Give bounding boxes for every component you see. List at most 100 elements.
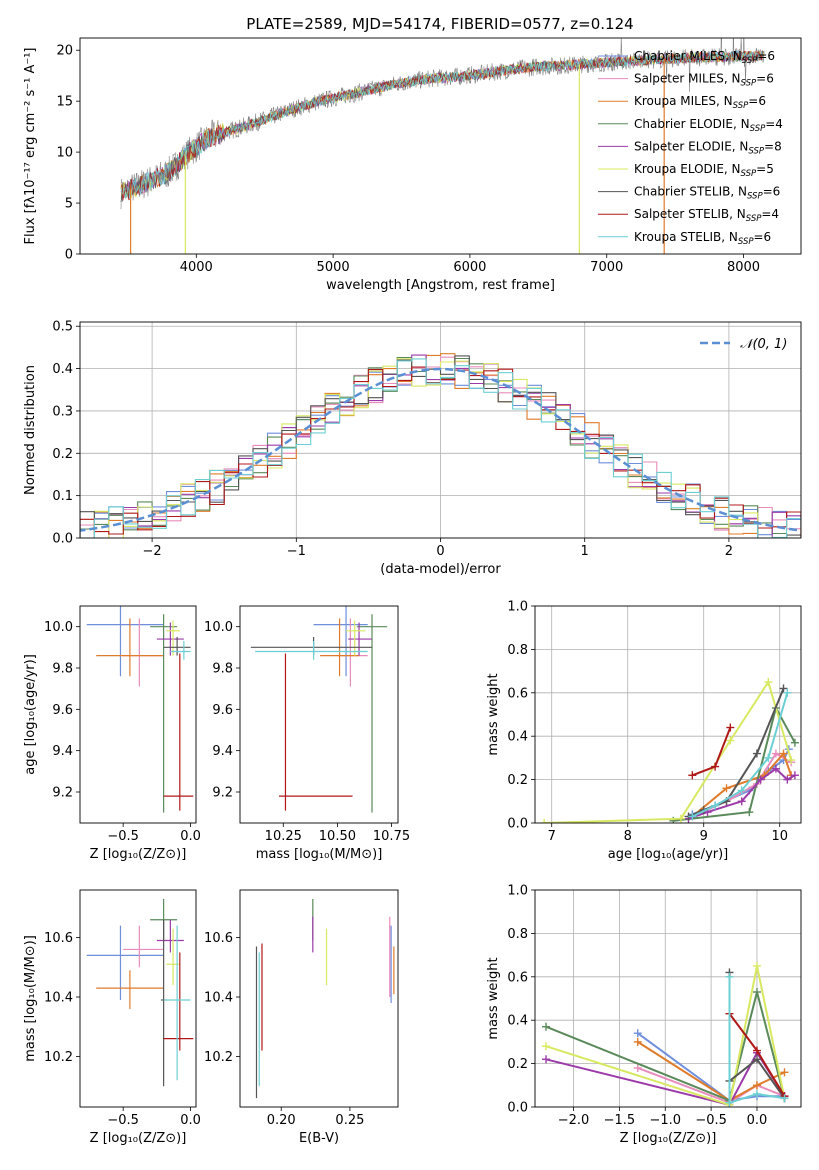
y-tick-label: 0.2 [52, 447, 73, 462]
y-tick-label: 0.1 [52, 489, 73, 504]
y-tick-label: 9.2 [52, 786, 73, 801]
y-tick-label: 0.6 [507, 970, 528, 985]
legend-label: Salpeter MILES, NSSP=6 [634, 72, 774, 89]
normal-curve [80, 367, 801, 532]
series-line [545, 991, 786, 1102]
y-tick-label: 0.0 [507, 817, 528, 832]
y-tick-label: 10.4 [44, 991, 73, 1006]
legend-subscript: SSP [741, 169, 757, 179]
axes-residuals: −2 −1 0 1 2 0.0 0.1 0.2 0.3 0.4 0.5 (data-model)/er… [23, 320, 802, 577]
legend-label: Salpeter ELODIE, NSSP=8 [634, 139, 782, 156]
x-tick-label: 10.50 [319, 829, 356, 844]
y-tick-label: 1.0 [507, 600, 528, 615]
x-tick-label: −1 [287, 544, 306, 559]
y-tick-label: 9.2 [212, 786, 233, 801]
y-tick-label: 0.4 [52, 362, 73, 377]
y-tick-label: 9.8 [212, 662, 233, 677]
axes-mass-vs-Z: −0.5 0.0 10.2 10.4 10.6 Z [log₁₀(Z/Z⊙)] mass [… [23, 889, 201, 1146]
x-tick-label: 1 [581, 544, 589, 559]
x-tick-label: 10.75 [373, 829, 410, 844]
x-tick-label: 0.25 [335, 1113, 364, 1128]
legend: Chabrier MILES, NSSP=6 Salpeter MILES, NS… [598, 49, 783, 247]
x-axis-label: age [log₁₀(age/yr)] [608, 847, 729, 862]
y-tick-label: 9.6 [52, 703, 73, 718]
y-axis-label: mass weight [486, 673, 501, 755]
x-tick-label: −0.5 [107, 1113, 139, 1128]
legend-count: =6 [763, 185, 781, 199]
y-tick-label: 10.6 [204, 931, 233, 946]
y-tick-label: 0.2 [507, 1057, 528, 1072]
legend-subscript: SSP [742, 56, 758, 66]
y-tick-label: 9.4 [212, 744, 233, 759]
y-tick-label: 10.2 [44, 1050, 73, 1065]
errorbar-salpeter-elodie [156, 919, 184, 953]
axes-frame [79, 37, 802, 255]
y-tick-label: 10.0 [204, 620, 233, 635]
legend: 𝒩(0, 1) [700, 337, 787, 352]
y-tick-label: 9.6 [212, 703, 233, 718]
legend-label: Kroupa ELODIE, NSSP=5 [634, 162, 774, 179]
y-tick-label: 0.8 [507, 927, 528, 942]
y-tick-label: 20 [56, 44, 73, 59]
axes-mass-vs-ebv: 0.20 0.25 10.2 10.4 10.6 E(B-V) [204, 889, 399, 1146]
series-line [545, 965, 786, 1107]
y-tick-label: 9.8 [52, 662, 73, 677]
errorbar-kroupa-miles [96, 618, 164, 677]
series-kroupa-stelib [725, 972, 789, 1107]
y-tick-label: 0.5 [52, 320, 73, 335]
legend-count: =6 [757, 49, 775, 63]
y-tick-label: 0.0 [52, 532, 73, 547]
legend-count: =4 [765, 117, 783, 131]
axes-age-vs-Z: −0.5 0.0 9.2 9.4 9.6 9.8 10.0 Z [log₁₀(Z/Z⊙)] ag… [23, 605, 201, 862]
y-axis-label: age [log₁₀(age/yr)] [23, 654, 38, 775]
x-tick-label: 5000 [317, 260, 350, 275]
series-salpeter-stelib [688, 723, 735, 780]
axes-frame [239, 605, 399, 824]
y-axis-label: mass weight [486, 957, 501, 1039]
legend-count: =5 [756, 162, 774, 176]
x-tick-label: 0.0 [180, 829, 201, 844]
legend-count: =6 [748, 94, 766, 108]
y-tick-label: 0.3 [52, 404, 73, 419]
y-tick-label: 0 [65, 248, 73, 263]
legend-count: =6 [756, 72, 774, 86]
y-tick-label: 10.6 [44, 931, 73, 946]
axes-frame [534, 889, 802, 1108]
y-tick-label: 10.0 [44, 620, 73, 635]
axes-frame [79, 605, 197, 824]
y-tick-label: 10 [56, 146, 73, 161]
y-axis-label: Flux [fλ10⁻¹⁷ erg cm⁻² s⁻¹ A⁻¹] [23, 48, 38, 245]
legend-label: Chabrier MILES, NSSP=6 [634, 49, 775, 66]
axes-weight-vs-age: 7 8 9 10 0.0 0.2 0.4 0.6 0.8 1.0 age [log₁₀(age/yr… [486, 600, 802, 862]
x-tick-label: 6000 [453, 260, 486, 275]
histogram-kroupa-miles [80, 353, 801, 538]
y-tick-label: 10.2 [204, 1050, 233, 1065]
y-tick-label: 0.0 [507, 1101, 528, 1116]
x-tick-label: −1.5 [604, 1113, 636, 1128]
plot-area [80, 322, 801, 538]
x-tick-label: 8000 [727, 260, 760, 275]
x-tick-label: 0.0 [180, 1113, 201, 1128]
y-tick-label: 0.6 [507, 686, 528, 701]
series-salpeter-stelib [725, 1009, 789, 1101]
errorbar-kroupa-elodie [166, 620, 180, 656]
y-axis-label: Normed distribution [23, 365, 38, 495]
legend-subscript: SSP [748, 146, 764, 156]
x-axis-label: (data-model)/error [380, 562, 501, 577]
legend-label: Chabrier ELODIE, NSSP=4 [634, 117, 783, 134]
y-tick-label: 1.0 [507, 884, 528, 899]
legend-subscript: SSP [733, 101, 749, 111]
axes-frame [534, 605, 802, 824]
plot-area [250, 606, 388, 813]
axes-spectrum: 4000 5000 6000 7000 8000 0 5 10 15 20 wavelength [… [23, 37, 802, 293]
y-tick-label: 9.4 [52, 744, 73, 759]
y-tick-label: 10.4 [204, 991, 233, 1006]
x-tick-label: −2 [143, 544, 162, 559]
x-axis-label: Z [log₁₀(Z/Z⊙)] [90, 1131, 187, 1146]
errorbar-chabrier-stelib [163, 637, 191, 656]
axes-age-vs-mass: 10.25 10.50 10.75 9.2 9.4 9.6 9.8 10.0 mass [log… [204, 605, 410, 862]
series-line [673, 705, 796, 822]
errorbar-salpeter-stelib [163, 952, 194, 1051]
legend-count: =8 [764, 139, 782, 153]
